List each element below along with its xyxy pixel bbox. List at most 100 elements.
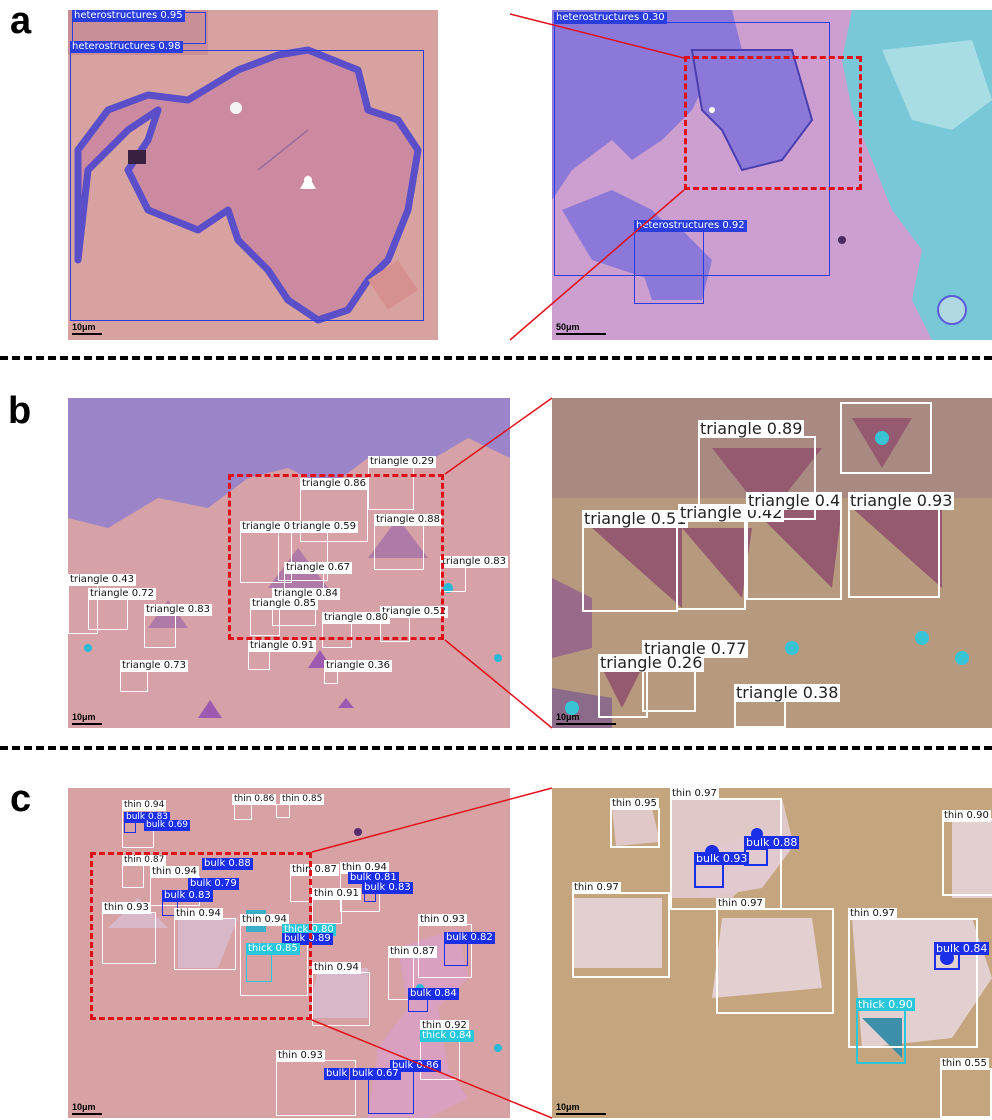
detection-box <box>746 508 842 600</box>
panel-label-a: a <box>10 0 32 42</box>
micrograph-a-left: heterostructures 0.95 heterostructures 0… <box>68 10 438 340</box>
panel-label-b: b <box>8 390 32 432</box>
detection-box <box>848 918 978 1048</box>
scale-bar: 10μm <box>72 322 102 335</box>
detection-label: thin 0.94 <box>312 962 361 974</box>
detection-box <box>444 942 468 966</box>
detection-box <box>694 862 724 888</box>
scale-bar: 10μm <box>556 1102 606 1115</box>
micrograph-b-left: triangle 0.29 triangle 0.86 triangle 0.8… <box>68 398 510 728</box>
detection-label: bulk 0.88 <box>744 836 800 849</box>
detection-label: triangle 0.80 <box>322 612 390 624</box>
panel-divider <box>0 746 992 750</box>
detection-box <box>248 650 270 670</box>
detection-label: bulk 0.82 <box>444 932 495 944</box>
detection-label: thin 0.87 <box>122 855 167 866</box>
detection-label: heterostructures 0.30 <box>554 12 667 24</box>
detection-label: thin 0.86 <box>232 794 277 805</box>
detection-label: thin 0.94 <box>150 866 199 878</box>
detection-box <box>70 50 424 321</box>
detection-label: triangle 0.93 <box>848 491 955 510</box>
detection-label: heterostructures 0.92 <box>634 220 747 232</box>
detection-label: triangle 0.88 <box>374 514 442 526</box>
detection-label: triangle 0.89 <box>698 419 805 438</box>
detection-label: thick 0.90 <box>856 998 915 1011</box>
panel-divider <box>0 356 992 360</box>
detection-label: triangle 0.43 <box>68 574 136 586</box>
detection-label: bulk 0.83 <box>124 812 171 823</box>
micrograph-a-right: heterostructures 0.30 heterostructures 0… <box>552 10 992 340</box>
detection-label: bulk 0.93 <box>694 852 750 865</box>
detection-box <box>120 670 148 692</box>
detection-label: triangle 0.83 <box>440 556 508 568</box>
detection-box <box>716 908 834 1014</box>
detection-label: thin 0.55 <box>940 1058 989 1070</box>
detection-label: thin 0.90 <box>942 810 991 822</box>
detection-box <box>848 508 940 598</box>
detection-label: triangle 0.38 <box>734 683 841 702</box>
detection-label: heterostructures 0.98 <box>70 41 183 53</box>
detection-box <box>940 1068 992 1118</box>
detection-label: thin 0.97 <box>670 788 719 800</box>
detection-label: thin 0.97 <box>572 882 621 894</box>
scale-bar: 50μm <box>556 322 606 335</box>
scale-bar: 10μm <box>72 712 102 725</box>
detection-box <box>840 402 932 474</box>
detection-label: bulk 0.69 <box>144 820 191 831</box>
detection-box <box>734 698 786 728</box>
detection-label: heterostructures 0.95 <box>72 10 185 22</box>
detection-label: triangle 0.59 <box>290 521 358 533</box>
detection-label: bulk 0.79 <box>188 878 239 890</box>
detection-box <box>276 804 290 818</box>
detection-label: triangle 0.72 <box>88 588 156 600</box>
scale-bar: 10μm <box>556 712 616 725</box>
zoom-region-outline <box>90 852 312 1020</box>
detection-box <box>554 22 830 276</box>
detection-label: thin 0.93 <box>102 902 151 914</box>
detection-label: bulk 0.84 <box>934 942 990 955</box>
detection-label: thin 0.94 <box>240 914 289 926</box>
detection-label: bulk 0.83 <box>362 882 413 894</box>
detection-label: triangle 0.77 <box>642 639 749 658</box>
detection-box <box>598 668 648 718</box>
zoom-region-outline <box>228 474 444 640</box>
detection-box <box>942 818 992 896</box>
detection-label: thin 0.93 <box>276 1050 325 1062</box>
detection-label: bulk 0.81 <box>348 872 399 884</box>
detection-box <box>610 808 660 848</box>
detection-label: triangle 0.83 <box>144 604 212 616</box>
detection-label: bulk 0.83 <box>162 890 213 902</box>
detection-label: triangle 0.91 <box>248 640 316 652</box>
detection-label: thin 0.94 <box>122 800 167 811</box>
detection-label: triangle 0.29 <box>368 456 436 468</box>
micrograph-c-right: thin 0.95 thin 0.97 bulk 0.88 bulk 0.93 … <box>552 788 992 1118</box>
detection-label: triangle 0.51 <box>582 509 689 528</box>
wide-field-heterostructure-drawing <box>552 10 992 340</box>
detection-label: triangle 0.86 <box>300 478 368 490</box>
detection-label: thin 0.97 <box>716 898 765 910</box>
detection-box <box>88 598 128 630</box>
zoom-region-outline <box>684 56 862 190</box>
detection-box <box>856 1008 906 1064</box>
triangle-flakes-zoom-drawing <box>552 398 992 728</box>
detection-label: thin 0.93 <box>418 914 467 926</box>
detection-label: triangle 0.26 <box>598 653 705 672</box>
detection-label: bulk 0.88 <box>202 858 253 870</box>
detection-label: thin 0.87 <box>388 946 437 958</box>
detection-label: triangle 0.73 <box>120 660 188 672</box>
detection-label: triangle 0.4 <box>746 491 843 510</box>
detection-label: thin 0.85 <box>280 794 325 805</box>
detection-label: bulk 0.89 <box>282 933 333 945</box>
detection-box <box>572 892 670 978</box>
detection-label: triangle 0.67 <box>284 562 352 574</box>
detection-label: triangle 0.52 <box>380 606 448 618</box>
detection-box <box>324 670 338 684</box>
detection-box <box>312 972 370 1026</box>
detection-box <box>676 518 746 610</box>
detection-box <box>312 898 342 924</box>
detection-label: triangle 0.84 <box>272 588 340 600</box>
detection-box <box>634 230 704 304</box>
detection-label: bulk <box>324 1068 350 1080</box>
detection-label: triangle 0.36 <box>324 660 392 672</box>
detection-label: thick 0.85 <box>246 943 300 955</box>
